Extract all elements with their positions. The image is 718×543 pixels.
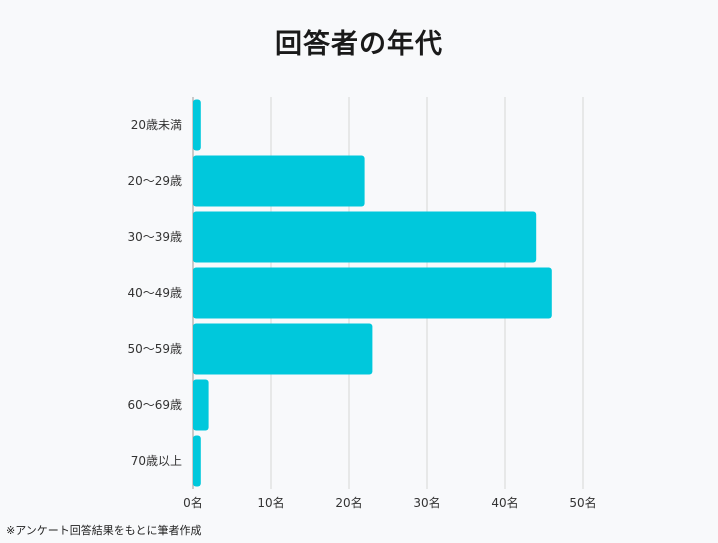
footnote: ※アンケート回答結果をもとに筆者作成	[6, 524, 202, 537]
x-tick-label: 20名	[335, 495, 362, 510]
x-tick-label: 40名	[491, 495, 518, 510]
bar	[193, 267, 552, 319]
category-labels: 20歳未満 20～29歳 30～39歳 40～49歳 50～59歳 60～69歳 70歳以上	[127, 118, 182, 468]
category-label: 50～59歳	[127, 342, 182, 356]
bar	[193, 155, 365, 207]
x-tick-label: 30名	[413, 495, 440, 510]
bar	[193, 211, 537, 263]
category-label: 30～39歳	[127, 230, 182, 244]
x-tick-label: 0名	[183, 495, 203, 510]
category-label: 20歳未満	[131, 118, 182, 132]
category-label: 70歳以上	[131, 454, 182, 468]
category-label: 60～69歳	[127, 398, 182, 412]
x-axis-tick-labels: 0名 10名 20名 30名 40名 50名	[183, 495, 596, 510]
bar	[193, 379, 209, 431]
category-label: 40～49歳	[127, 286, 182, 300]
bar	[193, 435, 201, 487]
category-label: 20～29歳	[127, 174, 182, 188]
x-tick-label: 50名	[569, 495, 596, 510]
bar	[193, 323, 373, 375]
bar	[193, 99, 201, 151]
bars	[193, 99, 552, 487]
x-tick-label: 10名	[257, 495, 284, 510]
chart-title: 回答者の年代	[275, 29, 443, 60]
